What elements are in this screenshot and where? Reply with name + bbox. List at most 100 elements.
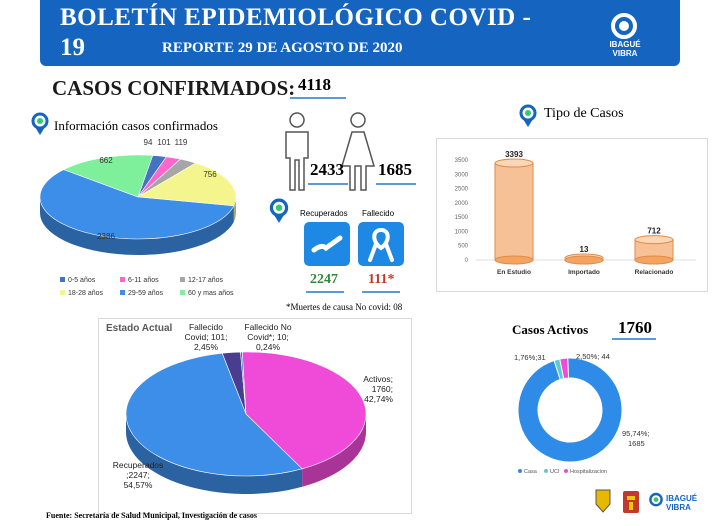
ytick-0: 0 bbox=[465, 258, 469, 264]
pie-side-18-28-a-os bbox=[233, 197, 236, 222]
bar-cap-0 bbox=[494, 158, 534, 168]
tipo-panel bbox=[436, 138, 708, 292]
ytick-2000: 2000 bbox=[455, 201, 469, 207]
age-value-6-11-a-os: 101 bbox=[157, 138, 171, 147]
age-value-0-5-a-os: 94 bbox=[144, 138, 153, 147]
bar-value-1: 13 bbox=[580, 245, 589, 254]
bulletin-title: BOLETÍN EPIDEMIOLÓGICO COVID - bbox=[60, 4, 532, 31]
ytick-3500: 3500 bbox=[455, 158, 469, 164]
estado-label-fallecido-no-covid-2: Covid*; 10; bbox=[247, 332, 289, 342]
estado-label-recuperados-2: ;2247; bbox=[126, 470, 150, 480]
recovered-label: Recuperados bbox=[300, 209, 348, 218]
activos-underline bbox=[612, 338, 656, 340]
donut-slice-uci bbox=[553, 358, 565, 381]
female-icon bbox=[340, 112, 376, 191]
pie-side-activos bbox=[302, 414, 366, 487]
bar-label-1: Importado bbox=[568, 269, 600, 276]
deceased-underline bbox=[362, 291, 400, 293]
footer-logo-text-1: IBAGUÉ bbox=[666, 494, 698, 503]
bar-base-2 bbox=[634, 255, 674, 265]
ibague-logo-icon bbox=[611, 13, 637, 39]
estado-label-fallecido-covid-3: 2,45% bbox=[194, 342, 219, 352]
ytick-3000: 3000 bbox=[455, 172, 469, 178]
footer-logo-text-2: VIBRA bbox=[666, 503, 691, 512]
bar-value-2: 712 bbox=[647, 227, 661, 236]
estado-label-recuperados-3: 54,57% bbox=[124, 480, 153, 490]
report-date: REPORTE 29 DE AGOSTO DE 2020 bbox=[162, 40, 403, 56]
header-banner bbox=[40, 0, 680, 66]
estado-label-fallecido-covid-1: Fallecido bbox=[189, 322, 223, 332]
estado-label-activos-1: Activos; bbox=[363, 374, 393, 384]
ytick-1500: 1500 bbox=[455, 215, 469, 221]
pie-side-29-59-a-os bbox=[40, 197, 234, 256]
activos-title: Casos Activos bbox=[512, 322, 589, 337]
estado-label-fallecido-covid-2: Covid; 101; bbox=[185, 332, 228, 342]
age-value-18-28-a-os: 756 bbox=[203, 170, 217, 179]
confirmed-underline bbox=[290, 97, 346, 99]
logo-text: IBAGUÉ VIBRA bbox=[602, 40, 648, 58]
bar-cap-2 bbox=[634, 235, 674, 245]
source-footer: Fuente: Secretaría de Salud Municipal, I… bbox=[46, 511, 257, 520]
pin-icon bbox=[31, 112, 49, 135]
women-count: 1685 bbox=[378, 160, 412, 179]
pie-slice-recuperados bbox=[125, 352, 303, 477]
bulletin-title-line2: 19 bbox=[60, 34, 85, 61]
donut-legend-dot-uci bbox=[544, 469, 548, 473]
deceased-value: 111* bbox=[368, 272, 395, 287]
footer-logo-text: IBAGUÉ VIBRA bbox=[666, 494, 697, 512]
donut-legend-casa: Casa bbox=[524, 469, 538, 475]
recovered-value: 2247 bbox=[310, 272, 338, 287]
estado-label-activos-3: 42,74% bbox=[364, 394, 393, 404]
deceased-label: Fallecido bbox=[362, 209, 395, 218]
age-legend-29-59-a-os: 29-59 años bbox=[128, 290, 164, 297]
women-underline bbox=[376, 183, 416, 185]
estado-label-recuperados-1: Recuperados bbox=[113, 460, 164, 470]
age-legend-swatch-6-11-a-os bbox=[120, 277, 125, 282]
donut-slice-casa bbox=[517, 357, 623, 463]
age-legend-6-11-a-os: 6-11 años bbox=[128, 277, 159, 284]
age-value-12-17-a-os: 119 bbox=[175, 138, 188, 147]
age-value-60-y-mas-a-os: 662 bbox=[99, 156, 113, 165]
confirmed-label: CASOS CONFIRMADOS: bbox=[52, 76, 296, 100]
activos-value: 1760 bbox=[618, 318, 652, 337]
pie-side-recuperados bbox=[126, 414, 303, 494]
recovered-card bbox=[304, 222, 350, 266]
age-legend-0-5-a-os: 0-5 años bbox=[68, 277, 96, 284]
tipo-title: Tipo de Casos bbox=[544, 106, 624, 121]
bar-value-0: 3393 bbox=[505, 150, 523, 159]
logo-text-2: VIBRA bbox=[612, 49, 638, 58]
age-legend-swatch-0-5-a-os bbox=[60, 277, 65, 282]
ribbon-icon bbox=[368, 227, 394, 262]
donut-legend-uci: UCI bbox=[550, 469, 560, 475]
confirmed-value: 4118 bbox=[298, 75, 332, 94]
estado-label-fallecido-no-covid-1: Fallecido No bbox=[244, 322, 292, 332]
check-icon bbox=[311, 235, 343, 253]
donut-label-casa-1: 95,74%; bbox=[622, 429, 650, 438]
age-legend-swatch-18-28-a-os bbox=[60, 290, 65, 295]
donut-label-hosp: 2,50%; 44 bbox=[576, 352, 610, 361]
deceased-card bbox=[358, 222, 404, 266]
donut-legend-hospitalizacion: Hospitalizacion bbox=[570, 469, 607, 475]
coat-of-arms-icon bbox=[595, 489, 611, 513]
pie-slice-activos bbox=[242, 351, 367, 470]
pie-slice-18-28-a-os bbox=[137, 162, 237, 207]
men-count: 2433 bbox=[310, 160, 344, 179]
bar-base-1 bbox=[564, 255, 604, 265]
pie-slice-29-59-a-os bbox=[39, 169, 235, 240]
donut-label-casa-2: 1685 bbox=[628, 439, 645, 448]
ytick-1000: 1000 bbox=[455, 229, 469, 235]
estado-label-activos-2: 1760; bbox=[372, 384, 393, 394]
ytick-500: 500 bbox=[458, 244, 469, 250]
donut-label-uci: 1,76%;31 bbox=[514, 353, 546, 362]
pin-icon-2 bbox=[269, 198, 289, 223]
donut-legend-dot-casa bbox=[518, 469, 522, 473]
tipo-bar-chart: 0 500 1000 1500 2000 2500 3000 3500 3393 En Estud… bbox=[455, 150, 696, 276]
age-legend-swatch-60-y-mas-a-os bbox=[180, 290, 185, 295]
age-legend-swatch-12-17-a-os bbox=[180, 277, 185, 282]
non-covid-note: *Muertes de causa No covid: 08 bbox=[286, 302, 403, 312]
male-icon bbox=[285, 112, 309, 191]
pin-icon-3 bbox=[519, 104, 537, 127]
age-legend-swatch-29-59-a-os bbox=[120, 290, 125, 295]
bar-base-0 bbox=[494, 255, 534, 265]
